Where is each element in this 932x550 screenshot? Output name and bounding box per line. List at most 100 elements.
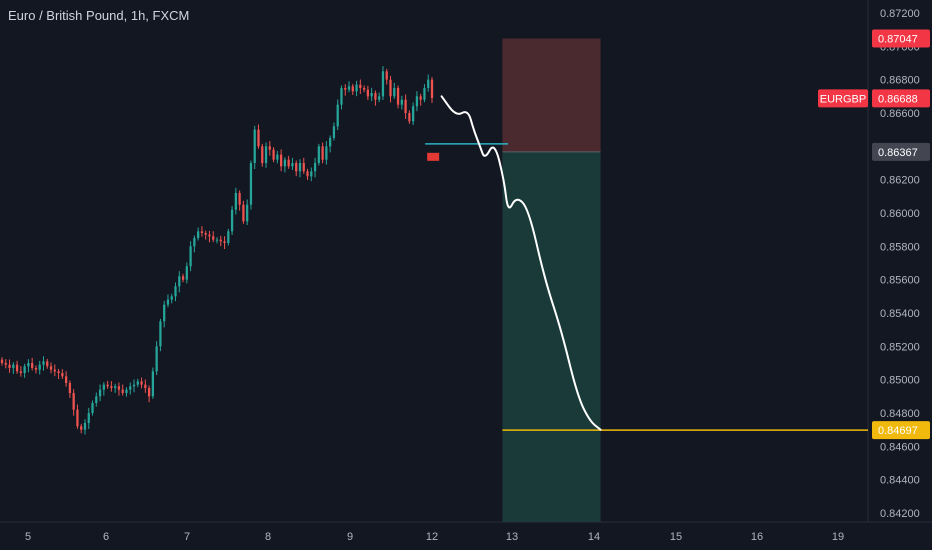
y-tick-label: 0.86800 (880, 75, 920, 87)
target-price-tag-label: 0.84697 (878, 425, 918, 437)
candle-body (374, 93, 377, 100)
candle-body (110, 386, 113, 388)
candle-body (344, 88, 347, 90)
candle-body (366, 89, 370, 97)
candle-body (4, 363, 7, 365)
y-tick-label: 0.85800 (880, 241, 920, 253)
candle-body (31, 363, 34, 368)
candle-body (261, 146, 264, 163)
y-tick-label: 0.84800 (880, 408, 920, 420)
target-price-tag: 0.84697 (872, 421, 930, 440)
candle-body (332, 126, 336, 138)
y-tick-label: 0.87200 (880, 8, 920, 20)
candle-body (185, 266, 188, 280)
current-price-tag-bg (872, 89, 930, 108)
candle-body (19, 371, 22, 373)
candle-body (325, 146, 328, 160)
drawings (425, 95, 868, 431)
stop-loss-zone (502, 38, 601, 152)
x-tick-label: 5 (25, 531, 31, 543)
candle-body (393, 88, 396, 97)
candle-body (355, 84, 358, 92)
candle-body (427, 79, 430, 88)
flag-icon (427, 152, 440, 161)
candle-body (268, 146, 271, 150)
candle-body (362, 88, 366, 90)
candle-body (396, 88, 400, 105)
candle-body (370, 93, 373, 97)
projected-path (440, 95, 602, 431)
candle-body (46, 361, 49, 367)
y-tick-label: 0.84600 (880, 441, 920, 453)
candles (0, 66, 434, 435)
candle-body (298, 163, 302, 172)
y-tick-label: 0.86600 (880, 108, 920, 120)
candle-body (279, 154, 283, 167)
candle-body (227, 231, 230, 243)
candle-body (389, 79, 392, 97)
y-tick-label: 0.84200 (880, 508, 920, 520)
x-tick-label: 12 (426, 531, 438, 543)
candle-body (306, 171, 309, 177)
candle-body (317, 146, 320, 163)
candle-body (276, 154, 279, 160)
chart-title: Euro / British Pound, 1h, FXCM (8, 8, 190, 23)
y-tick-label: 0.85600 (880, 275, 920, 287)
candle-body (178, 276, 181, 287)
candle-body (408, 113, 411, 122)
candle-body (147, 388, 151, 397)
candle-body (347, 86, 351, 90)
x-tick-label: 9 (347, 531, 353, 543)
candle-body (385, 71, 388, 80)
candle-body (53, 369, 56, 372)
candle-body (313, 163, 317, 172)
candle-body (283, 159, 287, 167)
candle-body (72, 393, 75, 410)
candle-body (64, 376, 68, 383)
y-tick-label: 0.86000 (880, 208, 920, 220)
candle-body (49, 366, 53, 370)
candle-body (219, 239, 222, 242)
candle-body (212, 236, 215, 240)
x-tick-label: 6 (103, 531, 109, 543)
y-tick-label: 0.84400 (880, 475, 920, 487)
y-tick-label: 0.86200 (880, 175, 920, 187)
candle-body (12, 364, 15, 368)
candle-body (68, 383, 72, 393)
candle-body (151, 371, 155, 397)
candle-body (0, 359, 4, 363)
candle-body (215, 239, 219, 241)
candle-body (76, 409, 79, 427)
candle-body (257, 129, 260, 147)
candle-body (163, 304, 166, 322)
candle-body (106, 384, 109, 387)
candle-body (80, 426, 83, 430)
candle-body (234, 193, 237, 210)
candle-body (15, 364, 19, 372)
candle-body (381, 71, 385, 97)
candle-body (83, 423, 87, 430)
candle-body (189, 246, 192, 267)
candle-body (95, 396, 98, 403)
candle-body (166, 299, 170, 305)
candle-body (102, 384, 105, 390)
candle-body (8, 364, 11, 368)
candle-body (430, 79, 434, 98)
candle-body (91, 403, 94, 413)
symbol-label-bg (818, 89, 868, 108)
candle-body (193, 238, 196, 247)
candle-body (87, 413, 90, 423)
candle-body (174, 286, 177, 297)
candle-body (359, 84, 362, 88)
candle-body (249, 163, 253, 205)
candle-body (295, 163, 298, 172)
candle-body (253, 129, 256, 163)
candle-body (42, 361, 45, 365)
candle-body (140, 381, 143, 385)
y-tick-label: 0.85200 (880, 341, 920, 353)
time-axis: 5 6 7 8 9 12 13 14 15 16 19 (25, 531, 844, 543)
candle-body (129, 386, 132, 390)
candle-body (34, 368, 38, 370)
candle-body (242, 204, 245, 222)
